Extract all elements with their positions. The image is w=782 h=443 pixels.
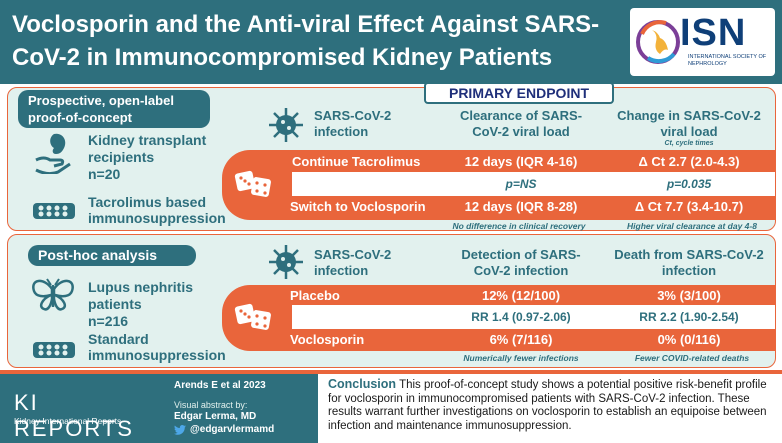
- twitter-handle[interactable]: @edgarvlermamd: [190, 424, 275, 435]
- study2-n: n=216: [88, 313, 129, 329]
- citation: Arends E et al 2023: [174, 380, 266, 391]
- conclusion-text: This proof-of-concept study shows a pote…: [328, 379, 767, 432]
- study1-col2-note: Ct, cycle times: [664, 140, 714, 147]
- study1-infection-label: SARS-CoV-2 infection: [314, 108, 392, 139]
- journal-name: KI REPORTS: [14, 390, 134, 441]
- virus-icon: [269, 108, 303, 142]
- isn-logo-subtitle: INTERNATIONAL SOCIETY OF NEPHROLOGY: [688, 54, 767, 67]
- credit-label: Visual abstract by:: [174, 400, 248, 410]
- study1-p1: p=NS: [505, 177, 537, 191]
- study1-arm1-label: Continue Tacrolimus: [292, 154, 421, 169]
- kidney-hand-icon: [35, 133, 71, 174]
- footer-divider: [0, 370, 782, 374]
- study2-rr1: RR 1.4 (0.97-2.06): [471, 310, 571, 324]
- study1-treatment: Tacrolimus based immunosuppression: [88, 194, 226, 226]
- study2-infection-label: SARS-CoV-2 infection: [314, 247, 392, 278]
- study2-arm2-label: Voclosporin: [290, 332, 365, 347]
- study1-arm1-val1: 12 days (IQR 4-16): [464, 154, 578, 169]
- study2-note2: Fewer COVID-related deaths: [634, 353, 750, 363]
- study1-n: n=20: [88, 166, 121, 182]
- pill-pack-icon: [33, 203, 75, 219]
- study2-arm1-val2: 3% (3/100): [657, 288, 721, 303]
- study2-treatment: Standard immunosuppression: [88, 331, 226, 363]
- conclusion-block: Conclusion This proof-of-concept study s…: [318, 374, 782, 443]
- study1-note1: No difference in clinical recovery: [452, 221, 586, 231]
- virus-icon: [269, 245, 303, 279]
- study2-population: Lupus nephritis patients: [88, 279, 193, 312]
- conclusion-text-block: Conclusion This proof-of-concept study s…: [328, 377, 776, 433]
- dice-icon: [234, 303, 271, 330]
- journal-subtitle: Kidney International Reports: [14, 416, 122, 426]
- isn-logo-text: ISN: [680, 12, 747, 54]
- study2-col1-header: Detection of SARS-CoV-2 infection: [461, 247, 581, 278]
- study2-arm1-val1: 12% (12/100): [481, 288, 561, 303]
- study1-col2-header: Change in SARS-CoV-2 viral load: [617, 108, 761, 139]
- study1-col1-header: Clearance of SARS-CoV-2 viral load: [459, 108, 583, 139]
- credit-name: Edgar Lerma, MD: [174, 411, 257, 422]
- ki-reports-logo: KI REPORTS Kidney International Reports: [0, 374, 160, 443]
- study1-note2: Higher viral clearance at day 4-8: [627, 221, 757, 231]
- study2-arm2-val2: 0% (0/116): [657, 332, 721, 347]
- study1-arm2-val2: Δ Ct 7.7 (3.4-10.7): [634, 199, 744, 214]
- butterfly-icon: [32, 278, 74, 311]
- study2-rr-row: [292, 305, 775, 329]
- isn-logo: ISN INTERNATIONAL SOCIETY OF NEPHROLOGY: [630, 8, 775, 76]
- study2-tag: Post-hoc analysis: [28, 245, 196, 266]
- study1-p2: p=0.035: [666, 177, 712, 191]
- study1-arm2-val1: 12 days (IQR 8-28): [464, 199, 578, 214]
- study1-arm1-val2: Δ Ct 2.7 (2.0-4.3): [638, 154, 740, 169]
- pill-pack-icon: [33, 342, 75, 358]
- study1-population: Kidney transplant recipients: [88, 132, 207, 165]
- study1-panel: Prospective, open-label proof-of-concept…: [7, 82, 776, 231]
- dice-icon: [234, 170, 271, 197]
- study2-arm1-label: Placebo: [290, 288, 340, 303]
- study1-tag: Prospective, open-label proof-of-concept: [18, 90, 210, 128]
- primary-endpoint-tag: PRIMARY ENDPOINT: [424, 82, 614, 104]
- conclusion-label: Conclusion: [328, 377, 397, 391]
- twitter-icon: [174, 425, 186, 435]
- study1-arm2-label: Switch to Voclosporin: [290, 199, 426, 214]
- isn-globe-icon: [636, 20, 680, 64]
- study2-rr2: RR 2.2 (1.90-2.54): [639, 310, 739, 324]
- study2-arm2-val1: 6% (7/116): [489, 332, 553, 347]
- study2-col2-header: Death from SARS-CoV-2 infection: [614, 247, 764, 278]
- credits-block: Arends E et al 2023 Visual abstract by: …: [160, 374, 318, 443]
- study1-pvalue-row: [292, 172, 775, 196]
- study2-panel: Post-hoc analysis Lupus nephritis patien…: [7, 234, 776, 368]
- page-title: Voclosporin and the Anti-viral Effect Ag…: [12, 11, 600, 71]
- study2-note1: Numerically fewer infections: [463, 353, 579, 363]
